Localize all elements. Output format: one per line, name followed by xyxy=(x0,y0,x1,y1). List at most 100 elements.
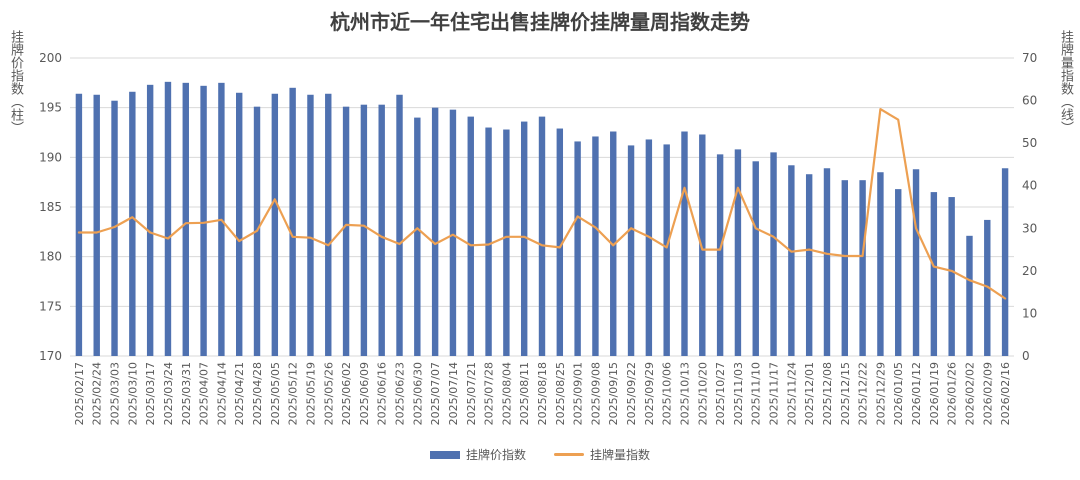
x-tick-label: 2025/02/17 xyxy=(73,362,86,425)
bar xyxy=(200,85,207,357)
x-tick-label: 2025/05/05 xyxy=(269,362,282,425)
bar xyxy=(627,145,635,356)
x-tick-label: 2025/06/02 xyxy=(340,362,353,425)
bar xyxy=(325,93,332,356)
bar xyxy=(289,87,296,357)
bar xyxy=(805,174,813,356)
bar xyxy=(111,100,118,356)
x-tick-label: 2025/10/27 xyxy=(714,362,727,425)
bar xyxy=(770,152,777,356)
legend-swatch-line xyxy=(554,453,584,456)
x-tick-label: 2026/01/12 xyxy=(910,362,923,425)
legend: 挂牌价指数 挂牌量指数 xyxy=(0,446,1080,463)
x-tick-label: 2025/10/06 xyxy=(661,362,674,425)
x-tick-label: 2025/11/10 xyxy=(750,362,763,425)
legend-label-line: 挂牌量指数 xyxy=(590,448,651,462)
x-tick-label: 2025/05/26 xyxy=(322,362,335,425)
x-tick-label: 2025/07/28 xyxy=(483,362,496,425)
bar xyxy=(467,116,474,357)
x-tick-label: 2026/02/16 xyxy=(999,362,1012,425)
legend-item-bar: 挂牌价指数 xyxy=(429,446,526,463)
y-left-tick-label: 185 xyxy=(39,200,62,214)
x-tick-label: 2025/11/17 xyxy=(768,362,781,425)
bar xyxy=(681,131,688,356)
bar xyxy=(877,172,884,356)
x-tick-label: 2025/03/03 xyxy=(109,362,122,425)
y-left-tick-label: 175 xyxy=(39,299,62,313)
y-right-tick-label: 40 xyxy=(1022,179,1037,193)
x-tick-label: 2025/04/28 xyxy=(251,362,264,425)
x-tick-label: 2025/08/11 xyxy=(518,362,531,425)
y-left-tick-label: 195 xyxy=(39,101,62,115)
bar xyxy=(93,94,100,357)
bar xyxy=(449,109,457,356)
bar xyxy=(645,139,653,356)
x-tick-label: 2025/07/14 xyxy=(447,362,460,425)
x-tick-label: 2025/08/25 xyxy=(554,362,567,425)
x-tick-label: 2026/02/02 xyxy=(963,362,976,425)
bar xyxy=(360,104,368,356)
legend-item-line: 挂牌量指数 xyxy=(554,446,650,463)
y-right-tick-label: 10 xyxy=(1022,306,1037,320)
bar xyxy=(663,144,670,356)
y-right-tick-label: 60 xyxy=(1022,94,1037,108)
y-right-tick-label: 30 xyxy=(1022,221,1037,235)
bar xyxy=(859,180,866,356)
bar xyxy=(966,235,973,356)
x-tick-label: 2025/04/21 xyxy=(233,362,246,425)
bar xyxy=(503,129,510,356)
bar-series xyxy=(75,81,1009,357)
x-tick-label: 2025/09/15 xyxy=(607,362,620,425)
bar xyxy=(414,117,421,356)
y-left-tick-label: 200 xyxy=(39,51,62,65)
bar xyxy=(378,104,385,356)
bar xyxy=(841,180,848,356)
bar xyxy=(271,93,279,356)
x-tick-label: 2025/06/16 xyxy=(376,362,389,425)
x-tick-label: 2025/07/07 xyxy=(429,362,442,425)
x-tick-label: 2026/01/19 xyxy=(928,362,941,425)
x-tick-label: 2025/02/24 xyxy=(91,362,104,425)
y-right-tick-label: 0 xyxy=(1022,349,1030,363)
y-right-tick-label: 70 xyxy=(1022,51,1037,65)
y-right-tick-label: 20 xyxy=(1022,264,1037,278)
x-tick-label: 2025/08/18 xyxy=(536,362,549,425)
bar xyxy=(716,154,724,356)
x-tick-label: 2025/07/21 xyxy=(465,362,478,425)
bar xyxy=(984,219,991,356)
x-tick-label: 2025/06/09 xyxy=(358,362,371,425)
axis-labels: 170 175 180 185 190 195 200 0 10 20 30 40 50 60 70 2025… xyxy=(39,51,1037,425)
bar xyxy=(699,134,706,356)
x-tick-label: 2025/03/17 xyxy=(144,362,157,425)
x-tick-label: 2025/12/29 xyxy=(874,362,887,425)
x-tick-label: 2025/10/20 xyxy=(696,362,709,425)
x-tick-label: 2026/01/05 xyxy=(892,362,905,425)
bar xyxy=(396,94,403,357)
x-tick-label: 2025/06/23 xyxy=(394,362,407,425)
bar xyxy=(823,168,831,356)
x-tick-label: 2026/01/26 xyxy=(946,362,959,425)
y-left-tick-label: 190 xyxy=(39,150,62,164)
bar xyxy=(556,128,564,356)
bar xyxy=(520,121,528,356)
bar xyxy=(895,189,902,356)
x-tick-label: 2025/05/19 xyxy=(304,362,317,425)
x-tick-label: 2025/04/14 xyxy=(215,362,228,425)
x-tick-label: 2025/11/03 xyxy=(732,362,745,425)
y-right-tick-label: 50 xyxy=(1022,136,1037,150)
x-tick-label: 2025/03/31 xyxy=(180,362,193,425)
x-tick-label: 2025/09/01 xyxy=(572,362,585,425)
bar xyxy=(574,141,581,356)
bar xyxy=(752,161,759,356)
series-line xyxy=(77,107,1007,300)
x-tick-label: 2025/12/01 xyxy=(803,362,816,425)
x-tick-label: 2025/03/10 xyxy=(126,362,139,425)
x-tick-label: 2025/05/12 xyxy=(287,362,300,425)
x-tick-label: 2025/11/24 xyxy=(785,362,798,425)
chart-title: 杭州市近一年住宅出售挂牌价挂牌量周指数走势 xyxy=(330,10,750,34)
bar xyxy=(342,106,350,356)
y-axis-left-title: 挂牌价指数（柱） xyxy=(8,30,23,134)
x-tick-label: 2025/12/15 xyxy=(839,362,852,425)
bar xyxy=(948,197,955,356)
